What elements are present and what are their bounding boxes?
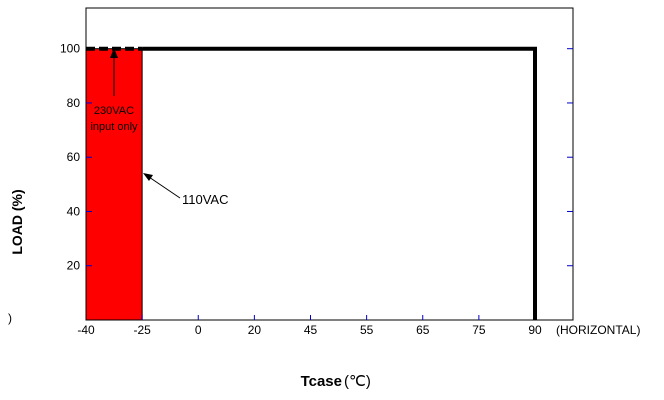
series-layer (86, 46, 537, 320)
x-tick-label: 65 (416, 323, 430, 337)
y-tick-label: 20 (67, 259, 81, 273)
y-tick-label: 40 (67, 204, 81, 218)
tick-label-layer: -40 -25 0 20 45 55 65 75 90 20 40 60 80 100 (60, 42, 542, 337)
x-tick-label: 0 (195, 323, 202, 337)
x-tick-label: -25 (133, 323, 151, 337)
x-axis-unit: (℃) (344, 373, 371, 390)
y-tick-label: 60 (67, 150, 81, 164)
annotation-edge-mark: ) (8, 311, 12, 325)
x-axis-label: Tcase (301, 373, 342, 390)
plot-frame (85, 7, 574, 321)
y-tick-label: 80 (67, 96, 81, 110)
y-axis-label: LOAD (%) (9, 189, 25, 254)
series-line-110vac (142, 46, 537, 320)
annotation-110vac: 110VAC (182, 192, 229, 207)
x-tick-label: 45 (304, 323, 318, 337)
annotation-230vac-line2: input only (90, 121, 138, 133)
annotation-arrowhead-110vac (143, 173, 153, 181)
x-axis-unit-note: (HORIZONTAL) (556, 323, 640, 337)
annotation-arrow-110vac (145, 174, 181, 199)
x-tick-label: 75 (472, 323, 486, 337)
x-tick-label: 20 (248, 323, 262, 337)
y-tick-label: 100 (60, 42, 80, 56)
x-tick-label: -40 (77, 323, 95, 337)
x-tick-label: 90 (528, 323, 542, 337)
tick-layer (86, 48, 573, 320)
annotation-arrowhead-230vac (110, 48, 118, 58)
x-tick-label: 55 (360, 323, 374, 337)
annotation-230vac-line1: 230VAC (94, 105, 134, 117)
